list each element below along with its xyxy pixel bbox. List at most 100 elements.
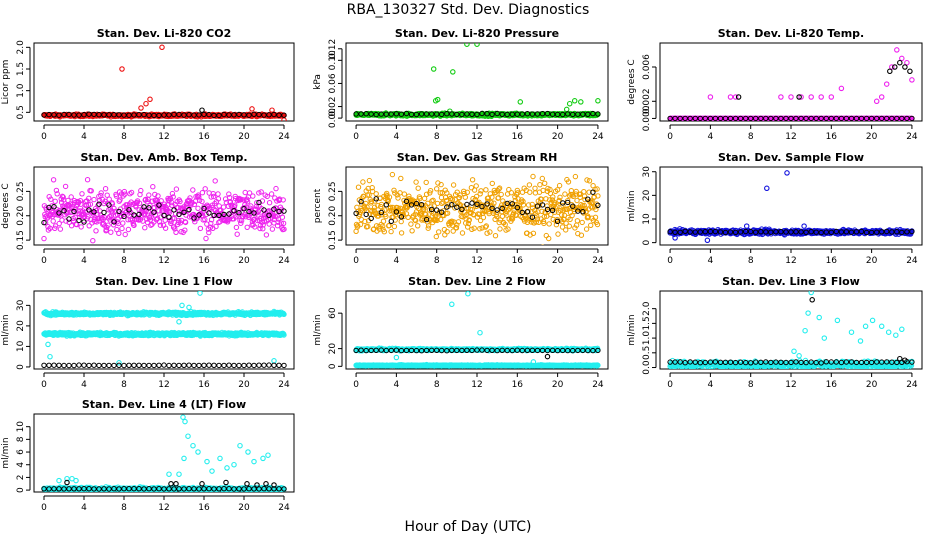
- data-point: [788, 115, 794, 121]
- data-point: [84, 177, 91, 183]
- y-tick-label: 0: [642, 240, 652, 246]
- panel-title: Stan. Dev. Amb. Box Temp.: [80, 151, 247, 164]
- data-point: [378, 111, 384, 117]
- data-point: [368, 215, 374, 222]
- data-point: [136, 200, 143, 207]
- data-point: [427, 188, 434, 194]
- data-point: [434, 186, 440, 192]
- data-point: [360, 179, 366, 185]
- data-point: [171, 207, 177, 213]
- data-point: [158, 198, 164, 204]
- data-point: [105, 222, 111, 228]
- data-point: [585, 196, 591, 202]
- data-point: [707, 228, 714, 235]
- data-point: [583, 226, 590, 232]
- data-point: [203, 235, 209, 242]
- x-tick-label: 0: [41, 132, 47, 142]
- data-point: [276, 196, 283, 202]
- data-point: [181, 209, 187, 216]
- x-tick-label: 24: [906, 132, 918, 142]
- data-point: [50, 177, 57, 183]
- x-tick-label: 12: [158, 132, 169, 142]
- data-point: [544, 110, 551, 117]
- data-point: [96, 197, 103, 204]
- data-point: [86, 223, 92, 229]
- data-point: [68, 194, 74, 200]
- y-tick-label: 0.20: [16, 205, 26, 225]
- data-point: [119, 225, 125, 232]
- data-point: [555, 231, 561, 237]
- data-point: [909, 228, 915, 235]
- data-point: [276, 112, 282, 118]
- data-point: [519, 197, 525, 203]
- data-point: [278, 220, 284, 226]
- data-point: [489, 194, 495, 200]
- data-point: [61, 208, 67, 214]
- data-point: [803, 115, 809, 121]
- data-point: [408, 221, 414, 227]
- data-point: [196, 112, 202, 118]
- data-point: [808, 94, 814, 100]
- data-point: [879, 229, 885, 235]
- data-point: [818, 94, 824, 100]
- data-point: [519, 209, 525, 216]
- x-tick-label: 12: [471, 132, 482, 142]
- data-point: [161, 112, 167, 118]
- data-point: [519, 111, 525, 117]
- data-point: [491, 200, 497, 206]
- data-point: [574, 218, 581, 224]
- data-point: [176, 319, 182, 325]
- data-point: [383, 111, 389, 117]
- data-point: [498, 191, 504, 198]
- data-point: [96, 201, 102, 207]
- data-point: [873, 98, 880, 105]
- data-point: [46, 204, 52, 211]
- data-point: [677, 229, 683, 236]
- data-point: [529, 111, 536, 117]
- data-point: [201, 111, 207, 118]
- data-point: [593, 206, 599, 213]
- data-point: [571, 208, 578, 215]
- data-point: [384, 190, 390, 197]
- data-point: [569, 212, 575, 219]
- data-point: [594, 186, 600, 192]
- data-point: [863, 229, 870, 236]
- data-point: [415, 185, 421, 191]
- data-point: [60, 194, 66, 200]
- data-point: [868, 115, 875, 121]
- series-2: [667, 59, 915, 121]
- data-point: [818, 229, 824, 236]
- data-point: [667, 229, 673, 235]
- data-point: [138, 187, 144, 194]
- x-tick-label: 16: [826, 256, 838, 266]
- x-tick-label: 0: [353, 256, 359, 266]
- data-point: [828, 229, 834, 236]
- data-point: [215, 196, 222, 202]
- data-point: [732, 94, 739, 100]
- data-point: [843, 115, 850, 121]
- data-point: [682, 228, 688, 235]
- data-point: [909, 77, 915, 83]
- data-point: [224, 216, 230, 222]
- y-tick-label: 0.5: [16, 105, 26, 119]
- data-point: [398, 218, 404, 225]
- data-point: [479, 203, 485, 210]
- x-tick-label: 12: [158, 256, 169, 266]
- data-point: [426, 216, 432, 222]
- data-point: [423, 179, 429, 186]
- data-point: [91, 196, 97, 203]
- data-point: [131, 212, 137, 218]
- x-tick-label: 20: [238, 132, 250, 142]
- data-point: [763, 115, 769, 121]
- x-tick-label: 12: [471, 256, 482, 266]
- data-point: [692, 115, 698, 121]
- plot-frame: [659, 42, 923, 122]
- data-point: [373, 196, 379, 202]
- x-tick-label: 24: [592, 132, 604, 142]
- data-point: [244, 199, 251, 205]
- data-point: [465, 220, 472, 227]
- x-tick-label: 4: [708, 132, 714, 142]
- data-point: [808, 115, 814, 121]
- plot-frame: [345, 166, 609, 246]
